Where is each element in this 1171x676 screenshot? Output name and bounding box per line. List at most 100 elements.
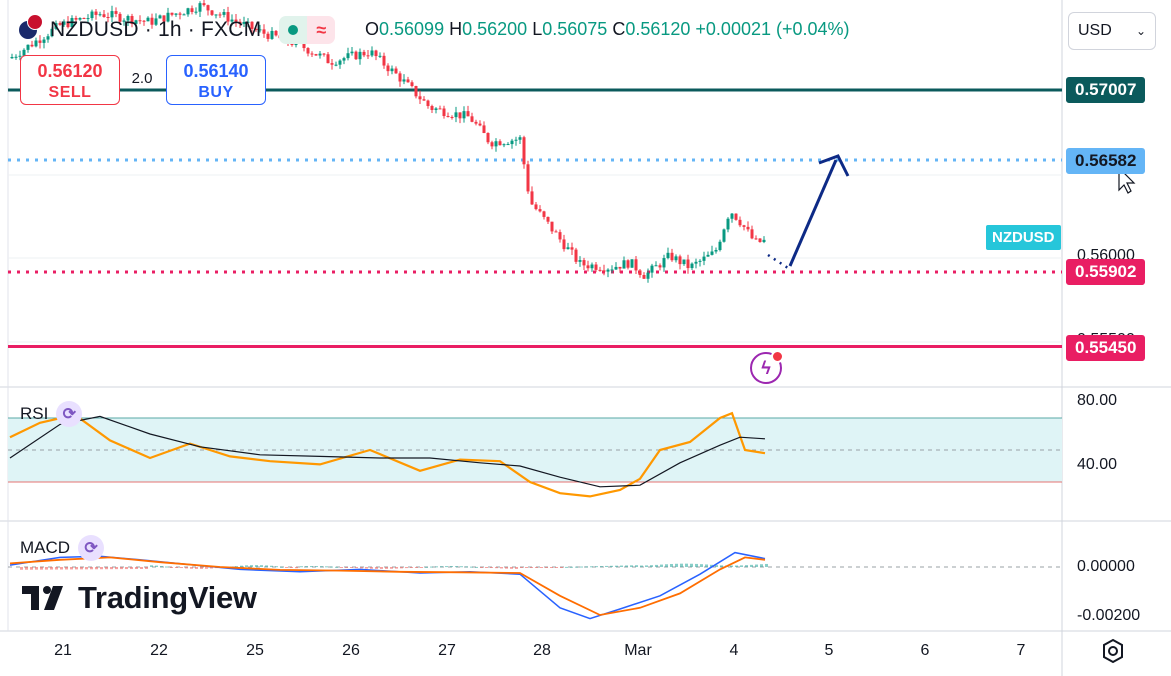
macd-histogram-bar xyxy=(275,566,278,568)
macd-histogram-bar xyxy=(405,567,408,569)
market-status-pill[interactable]: ≈ xyxy=(279,16,336,44)
macd-histogram-bar xyxy=(115,567,118,570)
macd-histogram-bar xyxy=(20,567,23,570)
macd-histogram-bar xyxy=(65,567,68,570)
macd-histogram-bar xyxy=(265,565,268,567)
macd-histogram-bar xyxy=(720,565,723,567)
candle-body xyxy=(210,10,214,15)
indicator-settings-icon[interactable]: ⟳ xyxy=(78,535,105,561)
indicator-settings-icon[interactable]: ⟳ xyxy=(56,401,83,427)
candle-body xyxy=(542,211,546,217)
macd-histogram-bar xyxy=(380,567,383,569)
candle-body xyxy=(138,20,142,22)
candle-body xyxy=(678,256,682,265)
candle-body xyxy=(562,239,566,250)
sell-button[interactable]: 0.56120 SELL xyxy=(20,55,120,105)
macd-histogram-bar xyxy=(70,567,73,570)
candle-body xyxy=(702,256,706,261)
logo-text: TradingView xyxy=(78,580,257,615)
macd-histogram-bar xyxy=(90,567,93,570)
candle-body xyxy=(370,50,374,56)
candle-body xyxy=(554,231,558,233)
candle-body xyxy=(198,3,202,12)
price-tag-support[interactable]: 0.55902 xyxy=(1066,259,1146,285)
macd-histogram-bar xyxy=(140,567,143,569)
candle-body xyxy=(682,259,686,265)
macd-histogram-bar xyxy=(415,567,418,568)
sell-price: 0.56120 xyxy=(37,61,103,81)
macd-histogram-bar xyxy=(500,567,503,569)
macd-histogram-bar xyxy=(490,567,493,568)
macd-histogram-bar xyxy=(470,566,473,568)
candle-body xyxy=(126,16,130,21)
candle-body xyxy=(106,17,110,19)
symbol-header[interactable]: NZDUSD · 1h · FXCM ≈ xyxy=(18,14,336,44)
candle-body xyxy=(414,85,418,97)
macd-histogram-bar xyxy=(495,567,498,569)
macd-histogram-bar xyxy=(130,567,133,570)
candle-body xyxy=(18,55,22,57)
candle-body xyxy=(22,49,26,56)
time-label: 21 xyxy=(54,642,72,659)
macd-histogram-bar xyxy=(50,567,53,570)
buy-button[interactable]: 0.56140 BUY xyxy=(166,55,266,105)
price-tag-low-support[interactable]: 0.55450 xyxy=(1066,335,1146,361)
candle-body xyxy=(378,55,382,57)
macd-legend[interactable]: MACD ⟳ xyxy=(20,535,105,561)
macd-histogram-bar xyxy=(245,565,248,567)
nz-us-flag-icon xyxy=(18,14,43,42)
macd-histogram-bar xyxy=(285,567,288,568)
gear-icon[interactable] xyxy=(1100,638,1126,664)
candle-body xyxy=(254,28,258,30)
macd-histogram-bar xyxy=(255,565,258,567)
candle-body xyxy=(186,8,190,15)
buy-price: 0.56140 xyxy=(183,61,249,81)
price-tag-target[interactable]: 0.56582 xyxy=(1066,148,1146,174)
macd-histogram-bar xyxy=(345,567,348,568)
candle-body xyxy=(218,14,222,16)
macd-histogram-bar xyxy=(340,567,343,568)
macd-histogram-bar xyxy=(185,567,188,569)
macd-histogram-bar xyxy=(510,567,513,569)
candle-body xyxy=(438,108,442,110)
candle-body xyxy=(330,63,334,65)
candle-body xyxy=(230,19,234,22)
rsi-legend[interactable]: RSI ⟳ xyxy=(20,401,83,427)
candle-body xyxy=(430,106,434,111)
candle-body xyxy=(362,51,366,56)
currency-select[interactable]: USD ⌄ xyxy=(1068,12,1156,50)
symbol-title[interactable]: NZDUSD · 1h · FXCM xyxy=(50,18,262,41)
macd-histogram-bar xyxy=(295,567,298,569)
candle-body xyxy=(122,20,126,22)
macd-histogram-bar xyxy=(430,566,433,568)
macd-histogram-bar xyxy=(300,566,303,568)
price-tag-resistance[interactable]: 0.57007 xyxy=(1066,77,1146,103)
macd-histogram-bar xyxy=(325,566,328,568)
candle-body xyxy=(486,133,490,143)
rsi-label: RSI xyxy=(20,404,49,423)
candle-body xyxy=(130,16,134,24)
candle-body xyxy=(314,54,318,56)
candle-body xyxy=(338,60,342,65)
macd-histogram-bar xyxy=(515,567,518,569)
candle-body xyxy=(394,68,398,74)
rsi-ma-line xyxy=(9,415,766,488)
candle-body xyxy=(622,260,626,269)
candle-body xyxy=(398,73,402,82)
macd-histogram-bar xyxy=(175,567,178,568)
macd-histogram-bar xyxy=(365,567,368,569)
lightning-icon[interactable]: ϟ xyxy=(750,350,784,384)
macd-histogram-bar xyxy=(450,566,453,568)
time-label: 7 xyxy=(1016,642,1026,659)
change-value: +0.00021 (+0.04%) xyxy=(695,19,850,39)
candle-body xyxy=(10,56,14,59)
candle-body xyxy=(714,250,718,252)
time-label: 4 xyxy=(729,642,739,659)
candle-body xyxy=(594,264,598,270)
candle-body xyxy=(630,259,634,268)
macd-histogram-bar xyxy=(625,565,628,567)
macd-histogram-bar xyxy=(475,566,478,568)
macd-histogram-bar xyxy=(555,567,558,568)
candle-body xyxy=(162,15,166,22)
